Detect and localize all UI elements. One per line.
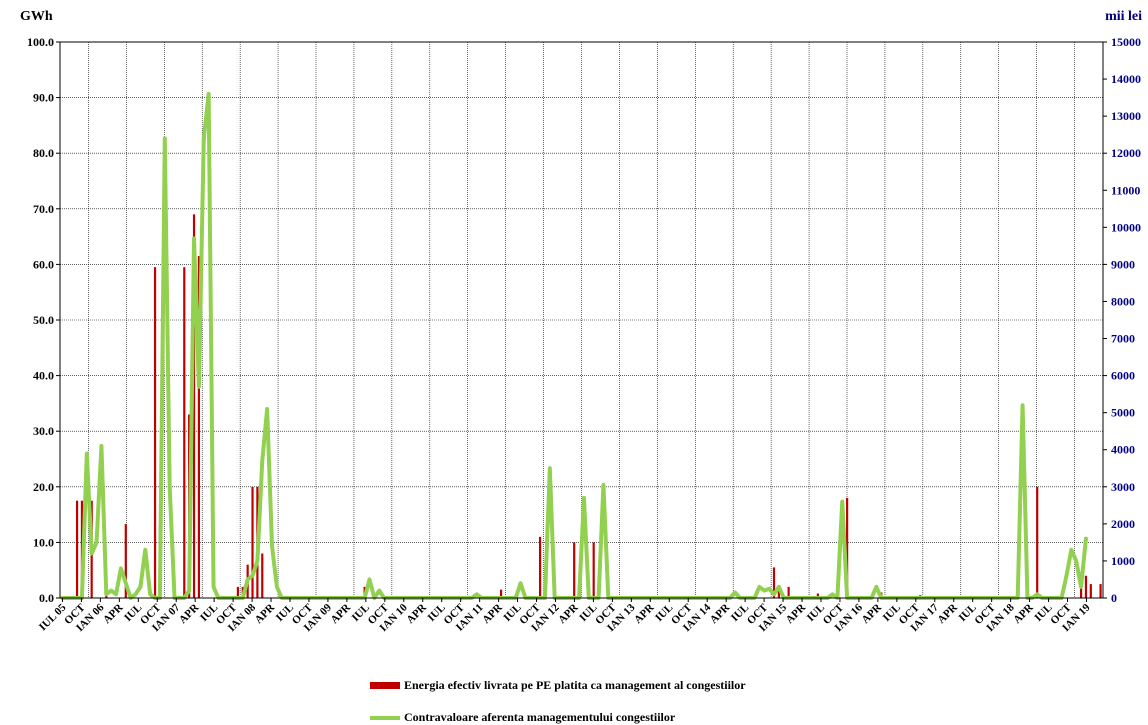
bar [499, 589, 503, 598]
left-tick-label: 30.0 [33, 424, 54, 438]
left-tick-label: 50.0 [33, 313, 54, 327]
bar [1084, 575, 1088, 598]
x-tick-label: APR [860, 601, 885, 626]
left-tick-label: 40.0 [33, 369, 54, 383]
bar [787, 586, 790, 598]
right-tick-label: 11000 [1111, 183, 1140, 197]
left-tick-label: 60.0 [33, 257, 54, 271]
bar [236, 586, 239, 598]
bar [1036, 486, 1039, 598]
x-tick-label: APR [404, 601, 429, 626]
bar [573, 542, 576, 598]
left-tick-label: 0.0 [39, 591, 54, 605]
bar [1079, 586, 1083, 598]
x-tick-label: APR [1011, 601, 1036, 626]
right-tick-label: 14000 [1111, 72, 1141, 86]
bar [197, 256, 201, 598]
right-axis-title: mii lei [1105, 9, 1142, 24]
right-tick-label: 15000 [1111, 35, 1141, 49]
right-tick-label: 4000 [1111, 443, 1135, 457]
bar [538, 536, 542, 598]
x-tick-label: APR [784, 601, 809, 626]
x-tick-label: APR [708, 601, 733, 626]
x-tick-label: APR [177, 601, 202, 626]
bar [124, 524, 127, 598]
x-tick-label: APR [329, 601, 354, 626]
grid-lines [60, 42, 1103, 598]
right-tick-label: 10000 [1111, 220, 1141, 234]
right-tick-label: 8000 [1111, 294, 1135, 308]
left-tick-label: 100.0 [27, 35, 54, 49]
bar [1089, 584, 1092, 598]
x-tick-label: APR [556, 601, 581, 626]
bar-series [75, 214, 1102, 599]
right-tick-label: 5000 [1111, 406, 1135, 420]
right-tick-label: 13000 [1111, 109, 1141, 123]
left-tick-label: 80.0 [33, 146, 54, 160]
right-tick-label: 9000 [1111, 257, 1135, 271]
x-tick-label: APR [101, 601, 126, 626]
x-tick-label: APR [480, 601, 505, 626]
right-tick-label: 1000 [1111, 554, 1135, 568]
x-tick-label: APR [632, 601, 657, 626]
bar [75, 500, 79, 598]
right-tick-label: 3000 [1111, 480, 1135, 494]
legend-bar-entry: Energia efectiv livrata pe PE platita ca… [370, 678, 746, 693]
bar [153, 267, 157, 598]
legend-bar-label: Energia efectiv livrata pe PE platita ca… [404, 678, 746, 692]
right-tick-label: 7000 [1111, 332, 1135, 346]
right-tick-label: 12000 [1111, 146, 1141, 160]
legend-line-swatch [370, 715, 400, 720]
left-tick-label: 70.0 [33, 202, 54, 216]
series-line [60, 91, 1088, 600]
right-tick-label: 2000 [1111, 517, 1135, 531]
bar [846, 497, 849, 598]
right-tick-label: 6000 [1111, 369, 1135, 383]
x-tick-label: APR [935, 601, 960, 626]
left-axis-title: GWh [20, 9, 53, 24]
left-tick-label: 90.0 [33, 91, 54, 105]
bar [777, 586, 780, 598]
left-tick-label: 20.0 [33, 480, 54, 494]
bar [251, 486, 254, 598]
bar [816, 593, 819, 598]
bar [592, 542, 595, 598]
legend-line-label: Contravaloare aferenta managementului co… [404, 710, 676, 724]
line-series [60, 91, 1088, 600]
x-tick-label: APR [253, 601, 278, 626]
bar [183, 267, 186, 598]
bar [772, 567, 776, 598]
axes [56, 41, 1107, 602]
bar [192, 214, 196, 599]
legend-bar-swatch [370, 682, 400, 689]
left-tick-label: 10.0 [33, 535, 54, 549]
legend-line-entry: Contravaloare aferenta managementului co… [370, 710, 675, 725]
right-tick-label: 0 [1111, 591, 1117, 605]
bar [261, 553, 264, 598]
bar [1099, 584, 1102, 598]
